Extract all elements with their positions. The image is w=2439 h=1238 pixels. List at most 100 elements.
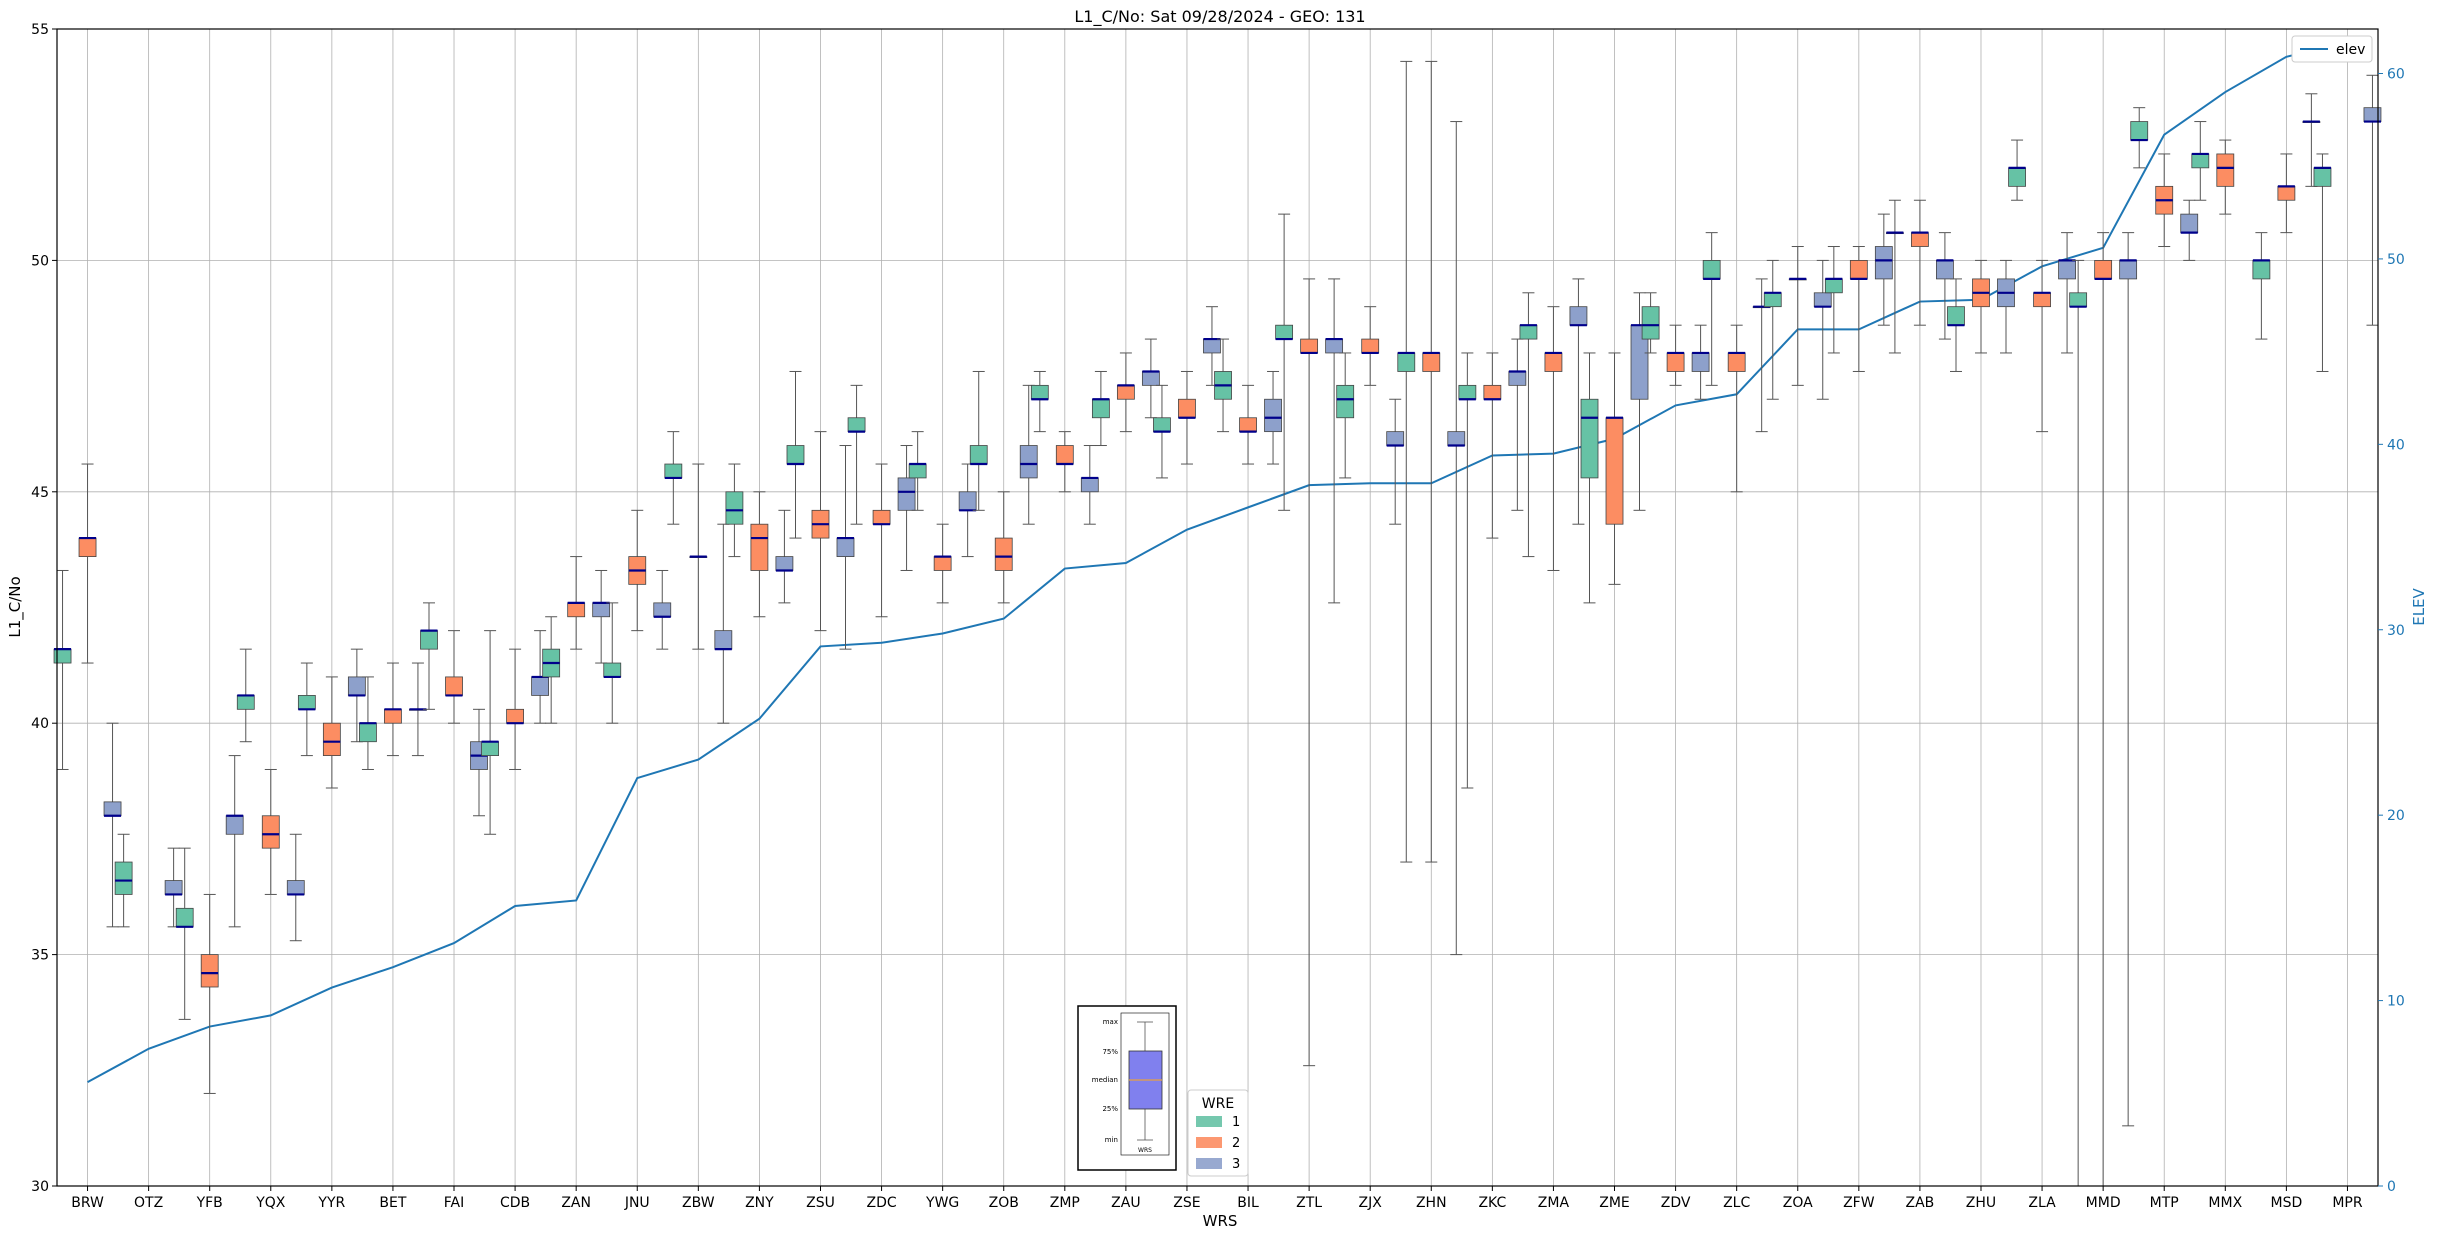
iqr-box	[2252, 259, 2271, 280]
box-zjx-wre2	[1361, 306, 1380, 386]
iqr-box	[2033, 292, 2051, 308]
iqr-box	[175, 907, 194, 928]
box-zdv-wre1	[1641, 292, 1660, 354]
y2-tick-label: 10	[2387, 994, 2405, 1010]
box-yqx-wre1	[236, 648, 255, 743]
iqr-box	[1849, 259, 1868, 280]
y2-tick-label: 20	[2387, 808, 2405, 824]
x-tick-label-zsu: ZSU	[806, 1195, 835, 1211]
x-tick-label-zlc: ZLC	[1723, 1195, 1750, 1211]
box-yyr-wre1	[297, 662, 316, 757]
x-tick-label-zhn: ZHN	[1416, 1195, 1447, 1211]
iqr-box	[1947, 306, 1965, 326]
iqr-box	[836, 537, 855, 557]
iqr-box	[664, 463, 683, 479]
iqr-box	[725, 491, 744, 525]
box-zmp-wre2	[1055, 431, 1074, 493]
box-zhn-wre3	[1447, 121, 1466, 956]
iqr-box	[2191, 153, 2210, 169]
x-tick-label-otz: OTZ	[134, 1195, 163, 1211]
x-tick-label-ywg: YWG	[925, 1195, 959, 1211]
wre-legend-swatch-2	[1196, 1137, 1222, 1148]
x-tick-label-mtp: MTP	[2150, 1195, 2179, 1211]
iqr-box	[1874, 246, 1893, 280]
iqr-box	[103, 801, 122, 817]
box-mpr-wre3	[2363, 74, 2382, 326]
iqr-box	[714, 630, 733, 650]
box-zoa-wre1	[1763, 259, 1782, 400]
x-tick-label-brw: BRW	[71, 1195, 104, 1211]
iqr-box	[114, 861, 133, 895]
iqr-box	[236, 695, 255, 710]
box-zmp-wre1	[1030, 370, 1049, 433]
elev-legend: elev	[2291, 35, 2373, 63]
box-jnu-wre3	[653, 569, 672, 650]
iqr-box	[1055, 445, 1074, 465]
iqr-box	[531, 676, 549, 696]
box-mmd-wre1	[2069, 259, 2088, 1187]
iqr-box	[322, 722, 341, 756]
iqr-box	[653, 602, 672, 618]
box-zsu-wre1	[786, 370, 805, 539]
box-brw-wre3	[103, 722, 122, 928]
x-tick-label-yqx: YQX	[255, 1195, 286, 1211]
iqr-box	[1911, 232, 1929, 247]
iqr-box	[994, 537, 1013, 571]
iqr-box	[2119, 259, 2138, 280]
box-zbw-wre3	[714, 523, 733, 724]
box-zla-wre2	[2033, 259, 2051, 433]
iqr-box	[1691, 352, 1710, 372]
box-mmd-wre2	[2094, 232, 2113, 1187]
iqr-box	[1116, 384, 1135, 400]
box-zan-wre2	[567, 556, 586, 650]
box-zme-wre3	[1630, 292, 1649, 511]
box-yfb-wre2	[200, 893, 219, 1094]
box-zhu-wre1	[1947, 278, 1965, 372]
y-tick-label: 30	[31, 1179, 49, 1195]
iqr-box	[1361, 338, 1380, 354]
x-tick-label-zjx: ZJX	[1359, 1195, 1383, 1211]
box-zob-wre3	[1019, 384, 1038, 525]
iqr-box	[1458, 384, 1477, 400]
box-otz-wre3	[164, 847, 183, 928]
iqr-box	[1763, 292, 1782, 308]
iqr-box	[933, 556, 952, 571]
box-bet-wre2	[384, 662, 402, 757]
box-zjx-wre3	[1386, 398, 1405, 525]
x-tick-label-zfw: ZFW	[1843, 1195, 1875, 1211]
x-tick-label-fai: FAI	[444, 1195, 464, 1211]
box-mmd-wre3	[2119, 232, 2138, 1127]
box-fai-wre2	[445, 630, 463, 724]
iqr-box	[958, 491, 977, 511]
iqr-box	[225, 815, 244, 835]
box-zdv-wre3	[1691, 324, 1710, 400]
iqr-box	[567, 602, 586, 618]
x-tick-label-zdv: ZDV	[1661, 1195, 1691, 1211]
iqr-box	[897, 477, 916, 511]
iqr-box	[2069, 292, 2088, 308]
iqr-box	[1544, 352, 1563, 372]
iqr-box	[481, 741, 499, 756]
box-zob-wre2	[994, 491, 1013, 604]
y2-tick-label: 60	[2387, 67, 2405, 83]
box-msd-wre2	[2277, 153, 2296, 234]
iqr-box	[1080, 477, 1099, 493]
y2-tick-label: 0	[2387, 1179, 2396, 1195]
x-tick-label-zny: ZNY	[745, 1195, 774, 1211]
iqr-box	[1300, 338, 1319, 354]
iqr-box	[200, 954, 219, 988]
box-cdb-wre3	[531, 630, 549, 724]
iqr-box	[1091, 398, 1110, 419]
x-tick-label-zob: ZOB	[989, 1195, 1019, 1211]
iqr-box	[1702, 259, 1721, 280]
inset-label-min: min	[1105, 1136, 1118, 1144]
y2-axis-label: ELEV	[2410, 587, 2428, 625]
x-tick-label-zmp: ZMP	[1050, 1195, 1080, 1211]
iqr-box	[297, 695, 316, 710]
wre-legend-title: WRE	[1202, 1096, 1234, 1112]
iqr-box	[2008, 167, 2026, 187]
box-zab-wre2	[1911, 199, 1929, 326]
box-yqx-wre3	[286, 833, 305, 942]
box-fai-wre1	[420, 602, 438, 710]
box-zny-wre1	[725, 463, 744, 558]
